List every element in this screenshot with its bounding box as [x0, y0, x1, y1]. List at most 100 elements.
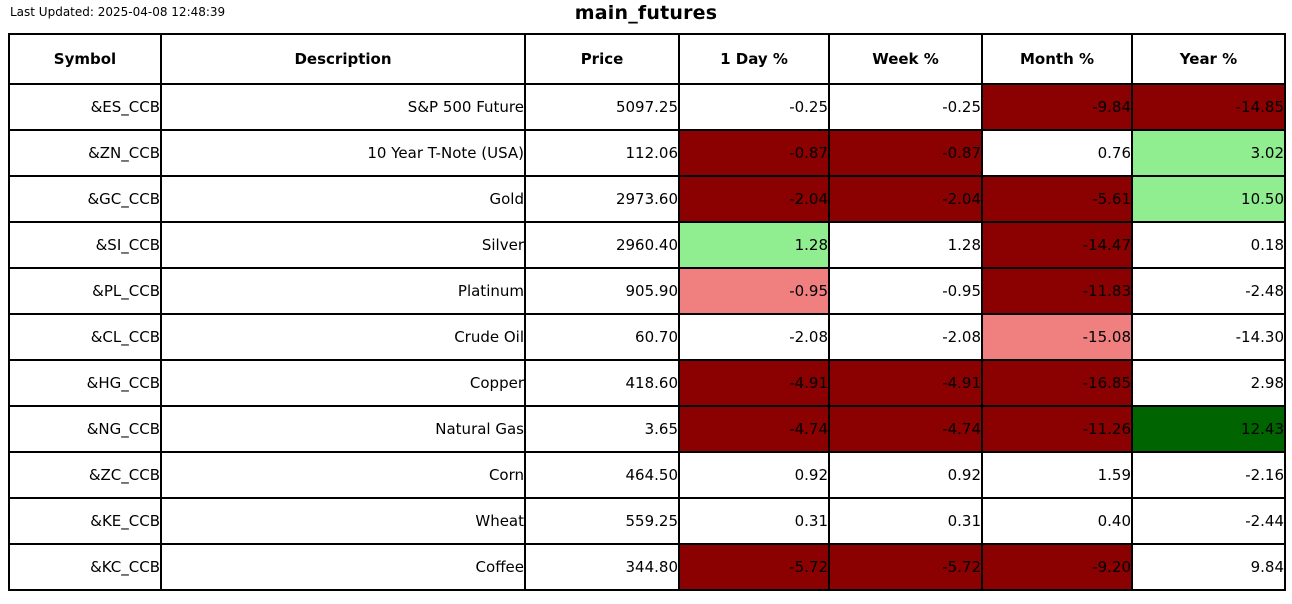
price-cell: 344.80 [524, 543, 680, 591]
table-row: &CL_CCB Crude Oil 60.70 -2.08 -2.08 -15.08 -14… [8, 313, 1286, 361]
table-row: &ES_CCB S&P 500 Future 5097.25 -0.25 -0.25 -9… [8, 83, 1286, 131]
pct-cell-week: -0.95 [828, 267, 983, 315]
pct-cell-year: 2.98 [1131, 359, 1286, 407]
table-row: &KE_CCB Wheat 559.25 0.31 0.31 0.40 -2.44 [8, 497, 1286, 545]
description-cell: Natural Gas [160, 405, 526, 453]
table-row: &ZN_CCB 10 Year T-Note (USA) 112.06 -0.87 -0… [8, 129, 1286, 177]
pct-cell-week: -2.08 [828, 313, 983, 361]
symbol-cell: &CL_CCB [8, 313, 162, 361]
pct-cell-year: 9.84 [1131, 543, 1286, 591]
symbol-cell: &KE_CCB [8, 497, 162, 545]
description-cell: Gold [160, 175, 526, 223]
pct-cell-month: -15.08 [981, 313, 1133, 361]
price-cell: 559.25 [524, 497, 680, 545]
pct-cell-year: -2.48 [1131, 267, 1286, 315]
description-cell: Copper [160, 359, 526, 407]
description-cell: Coffee [160, 543, 526, 591]
last-updated-text: Last Updated: 2025-04-08 12:48:39 [10, 5, 226, 19]
price-cell: 3.65 [524, 405, 680, 453]
pct-cell-month: -9.84 [981, 83, 1133, 131]
price-cell: 464.50 [524, 451, 680, 499]
pct-cell-month: 0.76 [981, 129, 1133, 177]
pct-cell-year: 12.43 [1131, 405, 1286, 453]
pct-cell-month: -9.20 [981, 543, 1133, 591]
symbol-cell: &ZC_CCB [8, 451, 162, 499]
price-cell: 60.70 [524, 313, 680, 361]
pct-cell-1day: -0.95 [678, 267, 830, 315]
column-header-description: Description [160, 33, 526, 85]
pct-cell-year: 0.18 [1131, 221, 1286, 269]
column-header-price: Price [524, 33, 680, 85]
table-header: Symbol Description Price 1 Day % Week % … [8, 33, 1286, 85]
table-row: &SI_CCB Silver 2960.40 1.28 1.28 -14.47 0.18 [8, 221, 1286, 269]
pct-cell-week: 1.28 [828, 221, 983, 269]
description-cell: S&P 500 Future [160, 83, 526, 131]
price-cell: 418.60 [524, 359, 680, 407]
symbol-cell: &NG_CCB [8, 405, 162, 453]
symbol-cell: &KC_CCB [8, 543, 162, 591]
symbol-cell: &ZN_CCB [8, 129, 162, 177]
description-cell: Crude Oil [160, 313, 526, 361]
pct-cell-1day: -4.74 [678, 405, 830, 453]
pct-cell-month: -5.61 [981, 175, 1133, 223]
table-row: &GC_CCB Gold 2973.60 -2.04 -2.04 -5.61 10.50 [8, 175, 1286, 223]
description-cell: Silver [160, 221, 526, 269]
table-row: &NG_CCB Natural Gas 3.65 -4.74 -4.74 -11.26 12… [8, 405, 1286, 453]
price-cell: 112.06 [524, 129, 680, 177]
column-header-1day-pct: 1 Day % [678, 33, 830, 85]
pct-cell-1day: -4.91 [678, 359, 830, 407]
column-header-month-pct: Month % [981, 33, 1133, 85]
pct-cell-week: 0.31 [828, 497, 983, 545]
pct-cell-week: -4.74 [828, 405, 983, 453]
pct-cell-month: 0.40 [981, 497, 1133, 545]
pct-cell-month: -16.85 [981, 359, 1133, 407]
price-cell: 5097.25 [524, 83, 680, 131]
price-cell: 2960.40 [524, 221, 680, 269]
table-body: &ES_CCB S&P 500 Future 5097.25 -0.25 -0.25 -9… [8, 83, 1286, 591]
table-row: &HG_CCB Copper 418.60 -4.91 -4.91 -16.85 2.98 [8, 359, 1286, 407]
pct-cell-month: -11.26 [981, 405, 1133, 453]
symbol-cell: &HG_CCB [8, 359, 162, 407]
description-cell: Wheat [160, 497, 526, 545]
page-title: main_futures [574, 2, 718, 24]
pct-cell-1day: -2.08 [678, 313, 830, 361]
pct-cell-week: -4.91 [828, 359, 983, 407]
price-cell: 905.90 [524, 267, 680, 315]
pct-cell-1day: -0.87 [678, 129, 830, 177]
header-row: Symbol Description Price 1 Day % Week % … [8, 33, 1286, 85]
pct-cell-1day: -2.04 [678, 175, 830, 223]
table-row: &ZC_CCB Corn 464.50 0.92 0.92 1.59 -2.16 [8, 451, 1286, 499]
price-cell: 2973.60 [524, 175, 680, 223]
table-row: &KC_CCB Coffee 344.80 -5.72 -5.72 -9.20 9.84 [8, 543, 1286, 591]
pct-cell-year: 3.02 [1131, 129, 1286, 177]
symbol-cell: &PL_CCB [8, 267, 162, 315]
pct-cell-year: 10.50 [1131, 175, 1286, 223]
pct-cell-1day: -5.72 [678, 543, 830, 591]
pct-cell-week: -0.87 [828, 129, 983, 177]
symbol-cell: &SI_CCB [8, 221, 162, 269]
pct-cell-year: -14.85 [1131, 83, 1286, 131]
pct-cell-month: -11.83 [981, 267, 1133, 315]
column-header-symbol: Symbol [8, 33, 162, 85]
pct-cell-1day: 0.31 [678, 497, 830, 545]
pct-cell-1day: 1.28 [678, 221, 830, 269]
pct-cell-month: -14.47 [981, 221, 1133, 269]
pct-cell-1day: -0.25 [678, 83, 830, 131]
pct-cell-week: -0.25 [828, 83, 983, 131]
description-cell: Corn [160, 451, 526, 499]
description-cell: Platinum [160, 267, 526, 315]
pct-cell-month: 1.59 [981, 451, 1133, 499]
description-cell: 10 Year T-Note (USA) [160, 129, 526, 177]
pct-cell-week: -5.72 [828, 543, 983, 591]
pct-cell-1day: 0.92 [678, 451, 830, 499]
column-header-week-pct: Week % [828, 33, 983, 85]
symbol-cell: &GC_CCB [8, 175, 162, 223]
futures-table: Symbol Description Price 1 Day % Week % … [8, 33, 1286, 591]
table-row: &PL_CCB Platinum 905.90 -0.95 -0.95 -11.83 -2.… [8, 267, 1286, 315]
pct-cell-week: 0.92 [828, 451, 983, 499]
symbol-cell: &ES_CCB [8, 83, 162, 131]
pct-cell-week: -2.04 [828, 175, 983, 223]
pct-cell-year: -2.16 [1131, 451, 1286, 499]
pct-cell-year: -14.30 [1131, 313, 1286, 361]
